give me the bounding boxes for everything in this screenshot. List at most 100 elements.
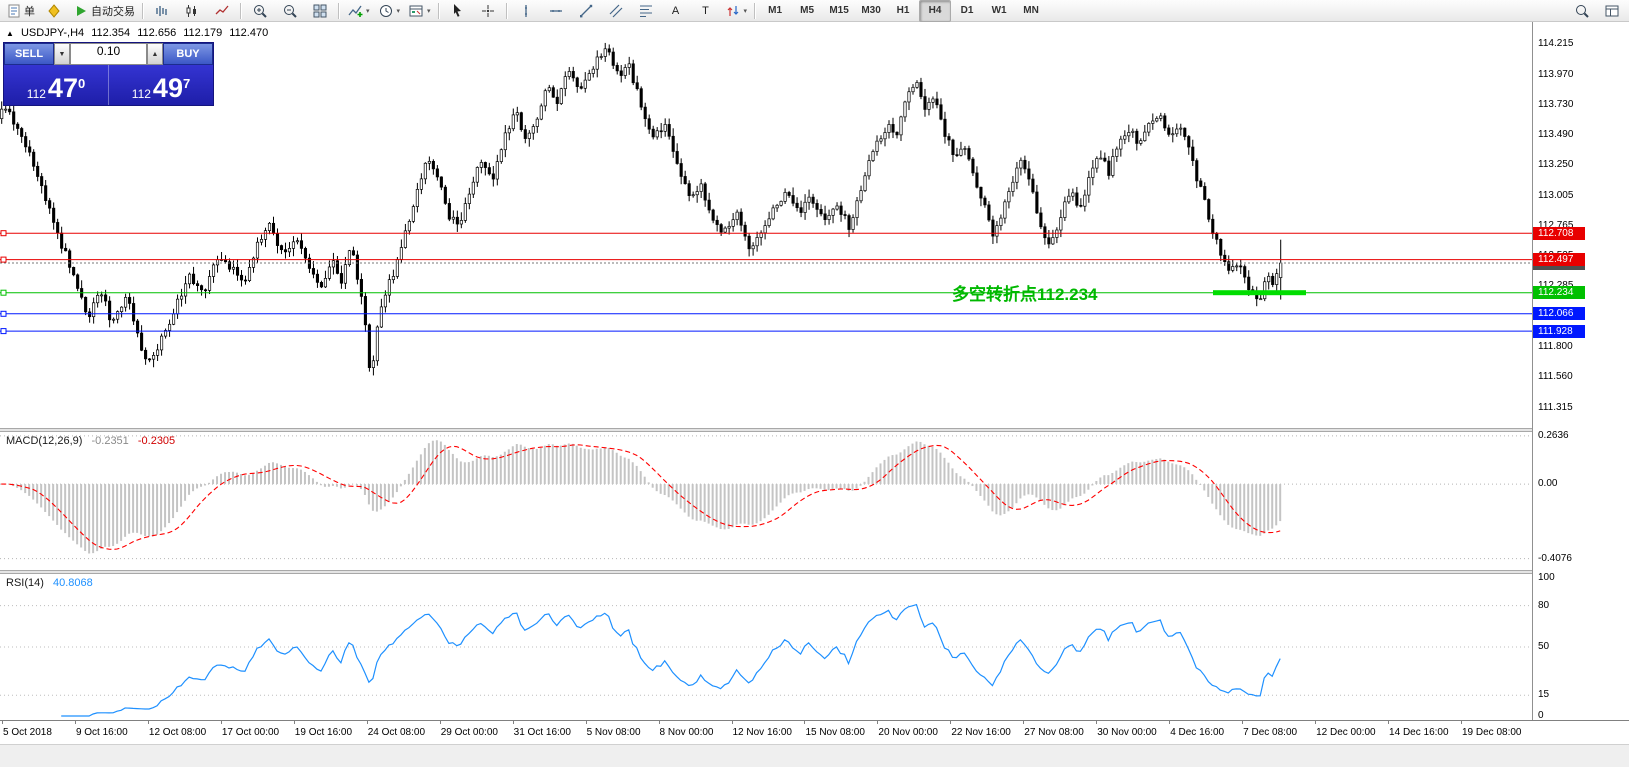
search-button[interactable]: [1567, 0, 1597, 22]
new-order-button-label: 单: [24, 5, 35, 18]
fibonacci-button[interactable]: [631, 0, 661, 22]
one-click-trading-panel: SELL ▼ 0.10 ▲ BUY 112 47 0 112 49 7: [3, 42, 214, 106]
bars-icon: [154, 3, 170, 19]
timeframe-d1-button-label: D1: [960, 5, 974, 16]
data-window-button[interactable]: [1597, 0, 1627, 22]
volume-decrease-button[interactable]: ▼: [54, 43, 70, 65]
trendline-button[interactable]: [571, 0, 601, 22]
metaeditor-button[interactable]: [39, 0, 69, 22]
axis-tick-label: 0.00: [1538, 478, 1558, 490]
price-marker-label: 112.497: [1533, 253, 1585, 267]
axis-tick-label: 112.765: [1538, 220, 1574, 231]
bid-pips: 47: [47, 73, 78, 103]
macd-indicator-panel[interactable]: MACD(12,26,9) -0.2351 -0.2305: [0, 432, 1532, 570]
hline-icon: [548, 3, 564, 19]
indicators-button[interactable]: ▾: [343, 0, 374, 22]
rsi-value: 40.8068: [52, 577, 93, 589]
autotrading-button-label: 自动交易: [91, 5, 135, 18]
play-icon: [73, 3, 89, 19]
axis-tick-label: 112.285: [1538, 280, 1573, 292]
horizontal-line-button[interactable]: [541, 0, 571, 22]
candlestick-chart-button[interactable]: [177, 0, 207, 22]
vline-icon: [518, 3, 534, 19]
new-order-button[interactable]: 单: [2, 0, 39, 22]
arrows-button[interactable]: ▾: [721, 0, 752, 22]
time-axis-label: 27 Nov 08:00: [1024, 727, 1084, 738]
time-axis-label: 30 Nov 00:00: [1097, 727, 1157, 738]
time-axis-tick: [1169, 721, 1171, 724]
crosshair-icon: [480, 3, 496, 19]
close-value: 112.470: [229, 27, 269, 39]
ask-big-figure: 112: [131, 87, 151, 101]
text-button[interactable]: A: [661, 0, 691, 22]
axis-tick-label: 100: [1538, 572, 1555, 583]
timeframe-m1-button[interactable]: M1: [759, 0, 791, 22]
bottom-scrollbar-area[interactable]: [0, 744, 1629, 767]
timeframe-m30-button[interactable]: M30: [855, 0, 887, 22]
time-axis-tick: [147, 721, 149, 724]
timeframe-h4-button[interactable]: H4: [919, 0, 952, 22]
timeframe-mn-button-label: MN: [1023, 5, 1039, 16]
templates-button[interactable]: ▾: [404, 0, 435, 22]
time-axis-label: 12 Nov 16:00: [732, 727, 793, 738]
timeframe-h1-button[interactable]: H1: [887, 0, 919, 22]
axis-tick-label: 0.2636: [1538, 429, 1569, 441]
time-axis-label: 17 Oct 00:00: [221, 727, 280, 738]
timeframe-m15-button[interactable]: M15: [823, 0, 855, 22]
axis-tick-label: 113.250: [1538, 159, 1574, 171]
text-label-button[interactable]: T: [691, 0, 721, 22]
periods-button[interactable]: ▾: [374, 0, 405, 22]
time-axis-tick: [1315, 721, 1317, 724]
timeframe-h1-button-label: H1: [896, 5, 910, 16]
autotrading-button[interactable]: 自动交易: [69, 0, 139, 22]
pivot-annotation-text[interactable]: 多空转折点112.234: [952, 284, 1098, 304]
line-chart-button[interactable]: [207, 0, 237, 22]
dropdown-caret-icon: ▾: [427, 7, 431, 15]
buy-price-display[interactable]: 112 49 7: [108, 65, 213, 105]
sell-button[interactable]: SELL: [4, 43, 54, 65]
time-axis-label: 24 Oct 08:00: [367, 727, 426, 738]
bar-chart-button[interactable]: [147, 0, 177, 22]
price-marker-label: 112.234: [1533, 286, 1585, 300]
time-axis-tick: [366, 721, 368, 724]
zoom-out-button[interactable]: [275, 0, 305, 22]
symbol-period-label: USDJPY-,H4: [20, 27, 85, 39]
panel-splitter[interactable]: [0, 428, 1629, 432]
channel-button[interactable]: [601, 0, 631, 22]
axis-tick-label: 113.490: [1538, 128, 1574, 140]
price-marker-label: 112.066: [1533, 307, 1585, 321]
rsi-title: RSI(14): [6, 577, 44, 589]
zoom-in-button[interactable]: [245, 0, 275, 22]
time-axis-tick: [950, 721, 952, 724]
chart-expand-icon[interactable]: ▲: [6, 29, 14, 38]
sell-price-display[interactable]: 112 47 0: [4, 65, 108, 105]
axis-tick-label: 111.800: [1538, 341, 1573, 353]
timeframe-w1-button[interactable]: W1: [983, 0, 1015, 22]
axis-tick-label: 113.005: [1538, 189, 1574, 201]
chart-window: ▲ USDJPY-,H4 112.354 112.656 112.179 112…: [0, 22, 1629, 767]
time-axis-label: 9 Oct 16:00: [75, 727, 128, 738]
main-price-chart[interactable]: ▲ USDJPY-,H4 112.354 112.656 112.179 112…: [0, 22, 1532, 428]
volume-input[interactable]: 0.10: [70, 43, 147, 65]
cursor-button[interactable]: [443, 0, 473, 22]
rsi-indicator-panel[interactable]: RSI(14) 40.8068: [0, 574, 1532, 720]
zoomin-icon: [252, 3, 268, 19]
bid-big-figure: 112: [26, 87, 46, 101]
vertical-line-button[interactable]: [511, 0, 541, 22]
rsi-plot: [0, 603, 1532, 717]
crosshair-button[interactable]: [473, 0, 503, 22]
price-axis[interactable]: 114.215 113.970 113.730 113.490 113.250 113.0…: [1532, 22, 1629, 721]
volume-increase-button[interactable]: ▲: [147, 43, 163, 65]
tile-icon: [312, 3, 328, 19]
candlestick-plot: [0, 42, 1532, 376]
timeframe-m5-button[interactable]: M5: [791, 0, 823, 22]
axis-tick-label: 113.970: [1538, 68, 1574, 80]
time-axis-tick: [220, 721, 222, 724]
buy-button[interactable]: BUY: [163, 43, 213, 65]
high-value: 112.656: [137, 27, 177, 39]
time-axis[interactable]: 5 Oct 2018 9 Oct 16:00 12 Oct 08:00 17 Oct …: [0, 720, 1629, 744]
panel-splitter[interactable]: [0, 570, 1629, 574]
timeframe-mn-button[interactable]: MN: [1015, 0, 1047, 22]
tile-windows-button[interactable]: [305, 0, 335, 22]
timeframe-d1-button[interactable]: D1: [951, 0, 983, 22]
